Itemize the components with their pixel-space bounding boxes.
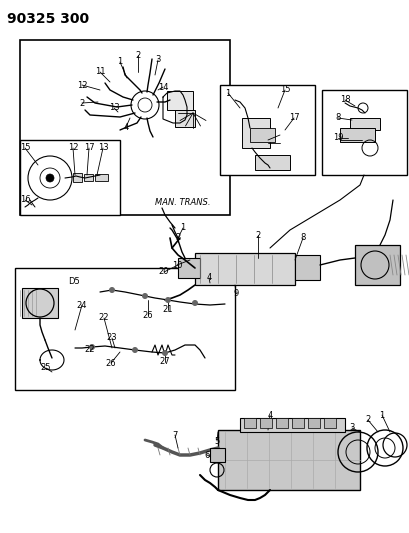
Text: 17: 17 [84, 143, 94, 152]
Bar [242, 118, 270, 148]
Text: 3: 3 [155, 55, 161, 64]
Text: 20: 20 [159, 268, 169, 277]
Text: 16: 16 [20, 196, 30, 205]
Text: 7: 7 [172, 431, 178, 440]
Text: 22: 22 [99, 313, 109, 322]
Circle shape [46, 174, 54, 182]
Bar [340, 128, 375, 142]
Text: 4: 4 [267, 410, 273, 419]
Bar [95, 174, 108, 181]
Bar [73, 173, 82, 182]
Bar [350, 118, 380, 130]
Bar [220, 85, 315, 175]
Circle shape [192, 300, 198, 306]
Text: D5: D5 [68, 277, 80, 286]
Bar [276, 418, 288, 428]
Bar [210, 448, 225, 462]
Text: 26: 26 [106, 359, 116, 367]
Text: 1: 1 [380, 410, 384, 419]
Bar [15, 268, 235, 390]
Circle shape [89, 344, 95, 350]
Text: 9: 9 [234, 288, 238, 297]
Text: 22: 22 [85, 345, 95, 354]
Text: 6: 6 [204, 450, 210, 459]
Text: 17: 17 [289, 114, 299, 123]
Bar [260, 418, 272, 428]
Text: 18: 18 [340, 95, 351, 104]
Bar [255, 155, 290, 170]
Text: 19: 19 [333, 133, 343, 142]
Bar [218, 430, 360, 490]
Bar [244, 418, 256, 428]
Text: 13: 13 [109, 103, 119, 112]
Text: 1: 1 [180, 223, 186, 232]
Text: 8: 8 [300, 233, 306, 243]
Text: 8: 8 [335, 114, 341, 123]
Bar [355, 245, 400, 285]
Bar [84, 174, 93, 181]
Text: 2: 2 [79, 99, 85, 108]
Text: 2: 2 [175, 232, 181, 241]
Text: 2: 2 [135, 51, 141, 60]
Bar [20, 40, 230, 215]
Circle shape [132, 347, 138, 353]
Text: 4: 4 [124, 123, 128, 132]
Text: 1: 1 [117, 58, 123, 67]
Bar [167, 91, 193, 110]
Text: 5: 5 [214, 437, 220, 446]
Bar [240, 418, 345, 432]
Text: 2: 2 [255, 230, 261, 239]
Text: 12: 12 [68, 143, 78, 152]
Text: 2: 2 [365, 416, 371, 424]
Text: 13: 13 [98, 143, 108, 152]
Bar [292, 418, 304, 428]
Text: 11: 11 [95, 68, 105, 77]
Text: 25: 25 [41, 364, 51, 373]
Text: 15: 15 [280, 85, 290, 94]
Text: 90325 300: 90325 300 [7, 12, 89, 26]
Text: 12: 12 [77, 80, 87, 90]
Circle shape [109, 287, 115, 293]
Text: 24: 24 [77, 301, 87, 310]
Text: 21: 21 [163, 305, 173, 314]
Text: 3: 3 [349, 424, 355, 432]
Text: 15: 15 [20, 143, 30, 152]
Text: 10: 10 [172, 261, 182, 270]
Bar [250, 128, 275, 142]
Text: 14: 14 [158, 83, 168, 92]
Text: MAN. TRANS.: MAN. TRANS. [155, 198, 211, 207]
Text: 27: 27 [160, 358, 170, 367]
Circle shape [142, 293, 148, 299]
Bar [175, 110, 195, 127]
Bar [308, 418, 320, 428]
Text: 23: 23 [107, 334, 117, 343]
Bar [20, 140, 120, 215]
Text: 1: 1 [225, 88, 231, 98]
Circle shape [162, 350, 168, 356]
Bar [22, 288, 58, 318]
Text: 26: 26 [143, 311, 153, 319]
Bar [178, 258, 200, 278]
Bar [195, 253, 295, 285]
Bar [324, 418, 336, 428]
Circle shape [165, 297, 171, 303]
Bar [295, 255, 320, 280]
Text: 4: 4 [207, 273, 211, 282]
Bar [322, 90, 407, 175]
